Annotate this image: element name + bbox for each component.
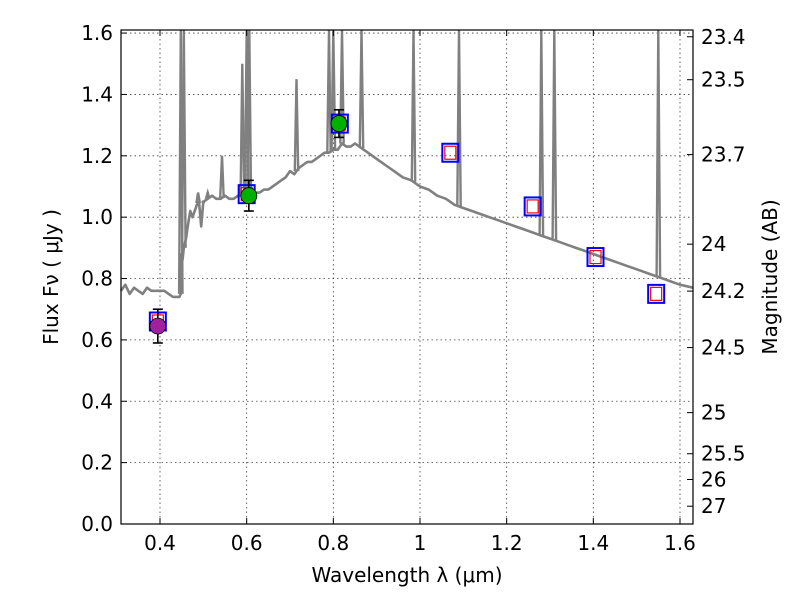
- marker-layer: [148, 108, 666, 344]
- y-tick-label: 0.2: [81, 451, 113, 475]
- y-tick-label: 0.4: [81, 389, 113, 413]
- right-tick-label: 24.2: [701, 279, 746, 303]
- observed-box-marker: [441, 142, 460, 163]
- tick-layer: 0.4 0.6 0.8 1 1.2 1.4 1.6 0.0 0.2 0.4 0.6 0.8 1.0 1.2…: [81, 21, 745, 555]
- right-tick-label: 26: [701, 468, 726, 492]
- observed-box-marker: [647, 283, 666, 304]
- right-tick-label: 25: [701, 401, 726, 425]
- right-tick-label: 23.4: [701, 25, 746, 49]
- right-tick-label: 23.5: [701, 68, 746, 92]
- x-tick-label: 1.6: [664, 531, 696, 555]
- x-tick-label: 0.6: [231, 531, 263, 555]
- y-tick-label: 0.6: [81, 328, 113, 352]
- observed-box-marker: [523, 196, 542, 217]
- plot-background: [121, 30, 693, 524]
- emission-line-spike: [239, 63, 246, 196]
- predicted-box-marker: [589, 249, 602, 265]
- right-tick-label: 24: [701, 232, 726, 256]
- plot-frame: [120, 29, 694, 525]
- predicted-box-marker: [526, 199, 539, 214]
- y-tick-label: 1.4: [81, 82, 113, 106]
- observed-box-marker: [586, 247, 605, 268]
- predicted-box-marker: [444, 145, 457, 160]
- x-tick-label: 1.4: [577, 531, 609, 555]
- right-tick-label: 27: [701, 494, 726, 518]
- y-tick-label: 1.2: [81, 144, 113, 168]
- detection-point: [330, 115, 348, 132]
- right-tick-label: 25.5: [701, 442, 746, 466]
- emission-line-spike: [195, 192, 202, 204]
- right-tick-label: 24.5: [701, 336, 746, 360]
- y-axis-title: Flux Fν ( μJy ): [39, 209, 63, 345]
- x-tick-label: 1.2: [491, 531, 523, 555]
- y-tick-label: 1.6: [81, 21, 113, 45]
- emission-line-spike: [204, 188, 211, 200]
- x-tick-label: 0.8: [317, 531, 349, 555]
- detection-point: [240, 187, 258, 205]
- predicted-box-marker: [650, 286, 663, 301]
- emission-line-spike: [293, 79, 300, 172]
- y-axis-right-title: Magnitude (AB): [758, 199, 782, 354]
- x-axis-title: Wavelength λ (μm): [311, 563, 502, 587]
- y-tick-label: 1.0: [81, 205, 113, 229]
- right-tick-label: 23.7: [701, 143, 746, 167]
- x-tick-label: 0.4: [144, 531, 176, 555]
- y-tick-label: 0.0: [81, 512, 113, 536]
- x-tick-label: 1: [414, 531, 427, 555]
- detection-point: [149, 317, 167, 335]
- emission-line-spike: [219, 155, 225, 198]
- y-tick-label: 0.8: [81, 267, 113, 291]
